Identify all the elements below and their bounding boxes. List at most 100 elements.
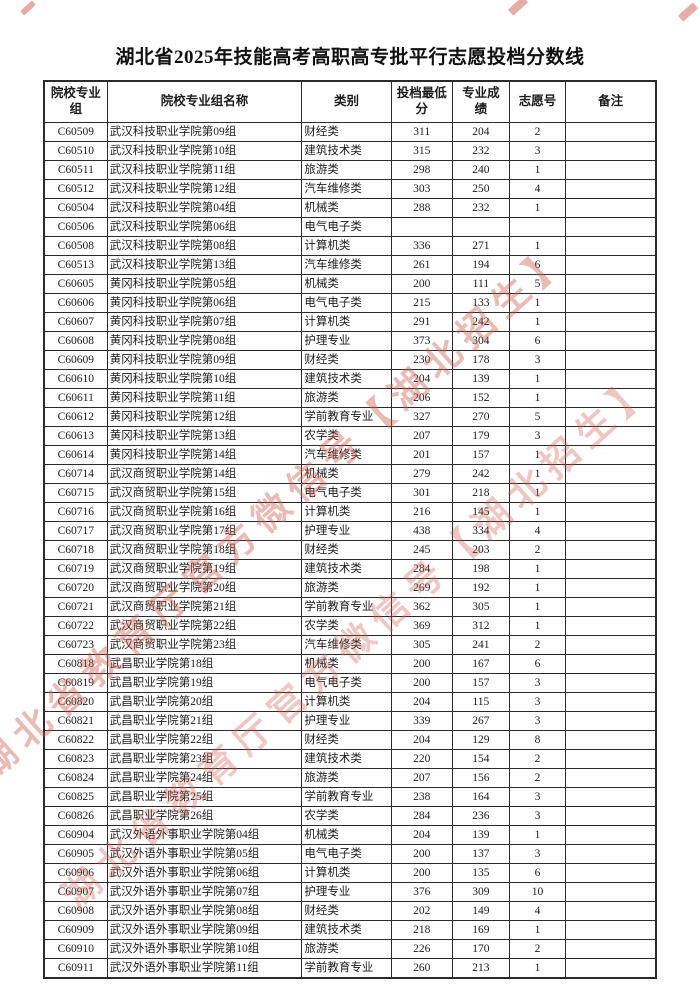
- cell-group-name: 武汉商贸职业学院第21组: [106, 597, 303, 617]
- cell-category: 汽车维修类: [301, 635, 392, 655]
- cell-group-code: C60722: [43, 616, 108, 636]
- cell-category: 机械类: [301, 198, 392, 218]
- cell-major-score: 157: [451, 445, 510, 465]
- cell-choice-no: 4: [508, 901, 567, 921]
- cell-category: 护理专业: [301, 882, 392, 902]
- cell-group-name: 武汉科技职业学院第10组: [106, 141, 303, 161]
- cell-choice-no: 2: [508, 749, 567, 769]
- cell-category: 机械类: [301, 274, 392, 294]
- cell-min-score: 206: [390, 388, 453, 408]
- cell-choice-no: 6: [508, 255, 567, 275]
- cell-min-score: 369: [390, 616, 453, 636]
- cell-category: 财经类: [301, 540, 392, 560]
- cell-min-score: 315: [390, 141, 453, 161]
- cell-choice-no: 2: [508, 635, 567, 655]
- cell-choice-no: 6: [508, 331, 567, 351]
- table-row: C60907 武汉外语外事职业学院第07组 护理专业 376 309 10: [43, 882, 657, 902]
- cell-group-name: 黄冈科技职业学院第10组: [106, 369, 303, 389]
- cell-choice-no: 1: [508, 578, 567, 598]
- header-major-score: 专业成绩: [451, 80, 510, 123]
- cell-min-score: 201: [390, 445, 453, 465]
- cell-remark: [565, 236, 657, 256]
- cell-group-code: C60721: [43, 597, 108, 617]
- cell-category: 电气电子类: [301, 673, 392, 693]
- header-choice-no: 志愿号: [508, 80, 567, 123]
- cell-min-score: 339: [390, 711, 453, 731]
- cell-group-code: C60717: [43, 521, 108, 541]
- cell-category: 电气电子类: [301, 483, 392, 503]
- page-title: 湖北省2025年技能高考高职高专批平行志愿投档分数线: [115, 47, 585, 68]
- cell-group-code: C60715: [43, 483, 108, 503]
- table-row: C60824 武昌职业学院第24组 旅游类 207 156 2: [43, 768, 657, 788]
- cell-group-code: C60911: [43, 958, 108, 979]
- cell-min-score: 204: [390, 825, 453, 845]
- cell-category: 旅游类: [301, 939, 392, 959]
- cell-remark: [565, 920, 657, 940]
- cell-choice-no: 5: [508, 407, 567, 427]
- cell-major-score: 242: [451, 464, 510, 484]
- cell-group-code: C60606: [43, 293, 108, 313]
- cell-min-score: 284: [390, 559, 453, 579]
- table-row: C60823 武昌职业学院第23组 建筑技术类 220 154 2: [43, 749, 657, 769]
- cell-group-name: 黄冈科技职业学院第14组: [106, 445, 303, 465]
- cell-choice-no: 1: [508, 483, 567, 503]
- header-group-code: 院校专业组: [43, 80, 108, 123]
- table-row: C60825 武昌职业学院第25组 学前教育专业 238 164 3: [43, 787, 657, 807]
- cell-major-score: 250: [451, 179, 510, 199]
- cell-major-score: 137: [451, 844, 510, 864]
- table-row: C60513 武汉科技职业学院第13组 汽车维修类 261 194 6: [43, 255, 657, 275]
- cell-group-code: C60511: [43, 160, 108, 180]
- cell-remark: [565, 540, 657, 560]
- cell-category: 建筑技术类: [301, 920, 392, 940]
- cell-remark: [565, 350, 657, 370]
- cell-choice-no: 3: [508, 692, 567, 712]
- cell-group-code: C60826: [43, 806, 108, 826]
- cell-group-code: C60605: [43, 274, 108, 294]
- cell-group-name: 武汉商贸职业学院第14组: [106, 464, 303, 484]
- cell-category: 学前教育专业: [301, 787, 392, 807]
- cell-category: 财经类: [301, 350, 392, 370]
- cell-group-name: 武汉商贸职业学院第15组: [106, 483, 303, 503]
- cell-choice-no: 6: [508, 863, 567, 883]
- cell-major-score: 242: [451, 312, 510, 332]
- cell-group-name: 黄冈科技职业学院第05组: [106, 274, 303, 294]
- cell-choice-no: 1: [508, 920, 567, 940]
- cell-group-code: C60818: [43, 654, 108, 674]
- cell-category: 旅游类: [301, 388, 392, 408]
- cell-group-name: 黄冈科技职业学院第07组: [106, 312, 303, 332]
- table-row: C60607 黄冈科技职业学院第07组 计算机类 291 242 1: [43, 312, 657, 332]
- cell-group-name: 黄冈科技职业学院第11组: [106, 388, 303, 408]
- cell-min-score: 218: [390, 920, 453, 940]
- cell-choice-no: 2: [508, 768, 567, 788]
- cell-category: 建筑技术类: [301, 141, 392, 161]
- cell-category: 汽车维修类: [301, 179, 392, 199]
- cell-choice-no: 1: [508, 825, 567, 845]
- cell-remark: [565, 331, 657, 351]
- cell-min-score: 279: [390, 464, 453, 484]
- cell-group-name: 黄冈科技职业学院第12组: [106, 407, 303, 427]
- table-row: C60716 武汉商贸职业学院第16组 计算机类 216 145 1: [43, 502, 657, 522]
- cell-min-score: 376: [390, 882, 453, 902]
- cell-min-score: 291: [390, 312, 453, 332]
- cell-min-score: 298: [390, 160, 453, 180]
- cell-min-score: 362: [390, 597, 453, 617]
- cell-category: 计算机类: [301, 863, 392, 883]
- cell-group-name: 武昌职业学院第24组: [106, 768, 303, 788]
- cell-major-score: 157: [451, 673, 510, 693]
- cell-min-score: 288: [390, 198, 453, 218]
- cell-choice-no: 1: [508, 597, 567, 617]
- cell-choice-no: 1: [508, 293, 567, 313]
- table-row: C60613 黄冈科技职业学院第13组 农学类 207 179 3: [43, 426, 657, 446]
- cell-choice-no: 1: [508, 369, 567, 389]
- cell-category: 财经类: [301, 730, 392, 750]
- cell-group-name: 武汉科技职业学院第04组: [106, 198, 303, 218]
- cell-group-name: 武汉商贸职业学院第20组: [106, 578, 303, 598]
- cell-group-name: 武汉外语外事职业学院第10组: [106, 939, 303, 959]
- cell-group-name: 武昌职业学院第26组: [106, 806, 303, 826]
- table-row: C60718 武汉商贸职业学院第18组 财经类 245 203 2: [43, 540, 657, 560]
- cell-remark: [565, 217, 657, 237]
- cell-major-score: 139: [451, 369, 510, 389]
- table-row: C60509 武汉科技职业学院第09组 财经类 311 204 2: [43, 122, 657, 142]
- cell-group-code: C60908: [43, 901, 108, 921]
- cell-category: 护理专业: [301, 331, 392, 351]
